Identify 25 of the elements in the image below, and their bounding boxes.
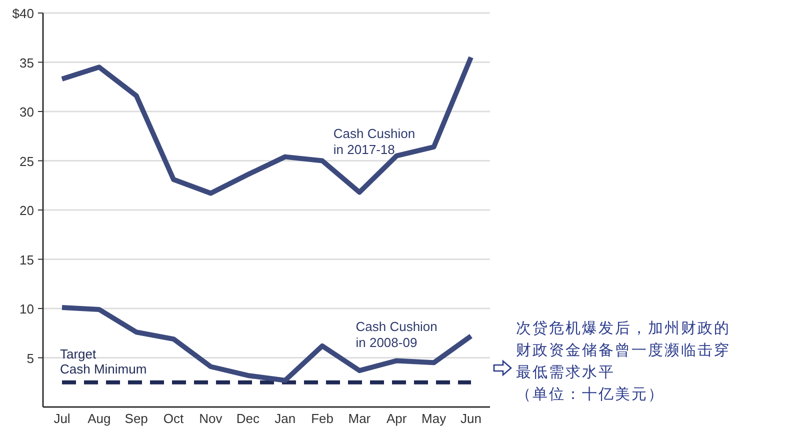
y-tick-label: 15 xyxy=(20,252,34,268)
y-tick-label: 35 xyxy=(20,55,34,70)
series-label: Cash Cushion in 2008-09 xyxy=(356,319,438,350)
y-tick-label: 10 xyxy=(20,302,34,316)
text: （单位：十亿美元） xyxy=(516,386,664,403)
x-tick-label: Feb xyxy=(311,411,334,426)
x-tick-label: Jul xyxy=(54,411,70,426)
x-tick-label: Aug xyxy=(88,411,111,426)
x-tick-label: Jun xyxy=(460,411,482,426)
y-tick-label: 25 xyxy=(20,154,34,169)
x-tick-label: Mar xyxy=(348,411,372,426)
x-tick-label: Apr xyxy=(386,411,408,426)
x-tick-label: Dec xyxy=(236,411,260,426)
x-tick-label: Nov xyxy=(199,411,223,426)
x-tick-label: Sep xyxy=(124,411,148,426)
series-label: Cash Cushion in 2017-18 xyxy=(333,126,416,158)
x-tick-label: Jan xyxy=(274,411,296,426)
y-tick-label: 20 xyxy=(20,203,34,218)
y-tick-label: 30 xyxy=(20,104,34,120)
x-tick-label: May xyxy=(422,411,447,426)
y-tick-label: $40 xyxy=(12,6,34,21)
x-tick-label: Oct xyxy=(163,411,184,426)
ref-line-label: Target Cash Minimum xyxy=(60,346,147,376)
y-tick-label: 5 xyxy=(26,350,34,366)
text: 次贷危机爆发后，加州财政的财政资金储备曾一度濒临击穿最低需求水平 xyxy=(516,320,730,381)
